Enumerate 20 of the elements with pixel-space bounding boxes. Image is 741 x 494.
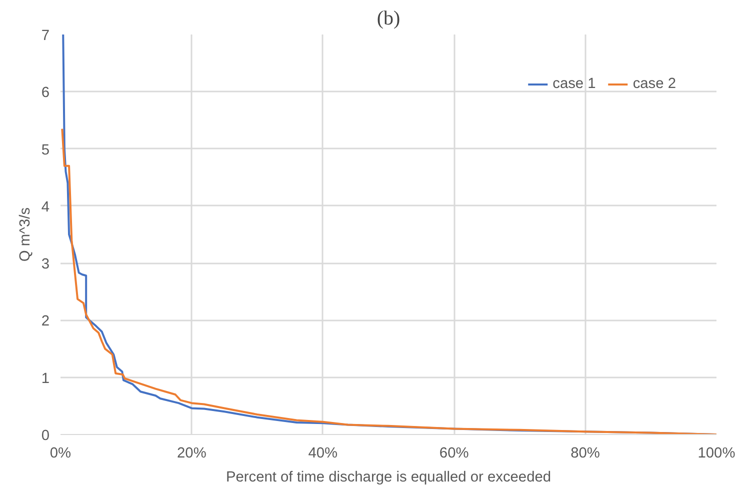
x-axis-title: Percent of time discharge is equalled or exceeded [226,470,552,486]
y-tick-label: 0 [41,428,50,444]
x-tick-label: 0% [50,446,72,462]
line-series [61,128,716,434]
chart-title: (b) [376,8,400,30]
x-tick-label: 40% [308,446,338,462]
x-tick-label: 100% [698,446,736,462]
x-tick-label: 80% [570,446,600,462]
legend-label: case 2 [632,76,676,92]
y-tick-label: 3 [41,256,50,273]
y-tick-label: 1 [41,370,50,387]
y-axis-title: Q m^3/s [17,207,34,262]
x-tick-label: 60% [439,446,469,462]
legend-label: case 1 [552,76,596,92]
y-tick-label: 5 [41,142,50,158]
y-tick-label: 2 [41,314,50,330]
y-tick-label: 4 [41,199,50,216]
y-tick-label: 7 [41,28,50,44]
x-tick-label: 20% [177,446,206,462]
y-tick-label: 6 [41,85,50,102]
